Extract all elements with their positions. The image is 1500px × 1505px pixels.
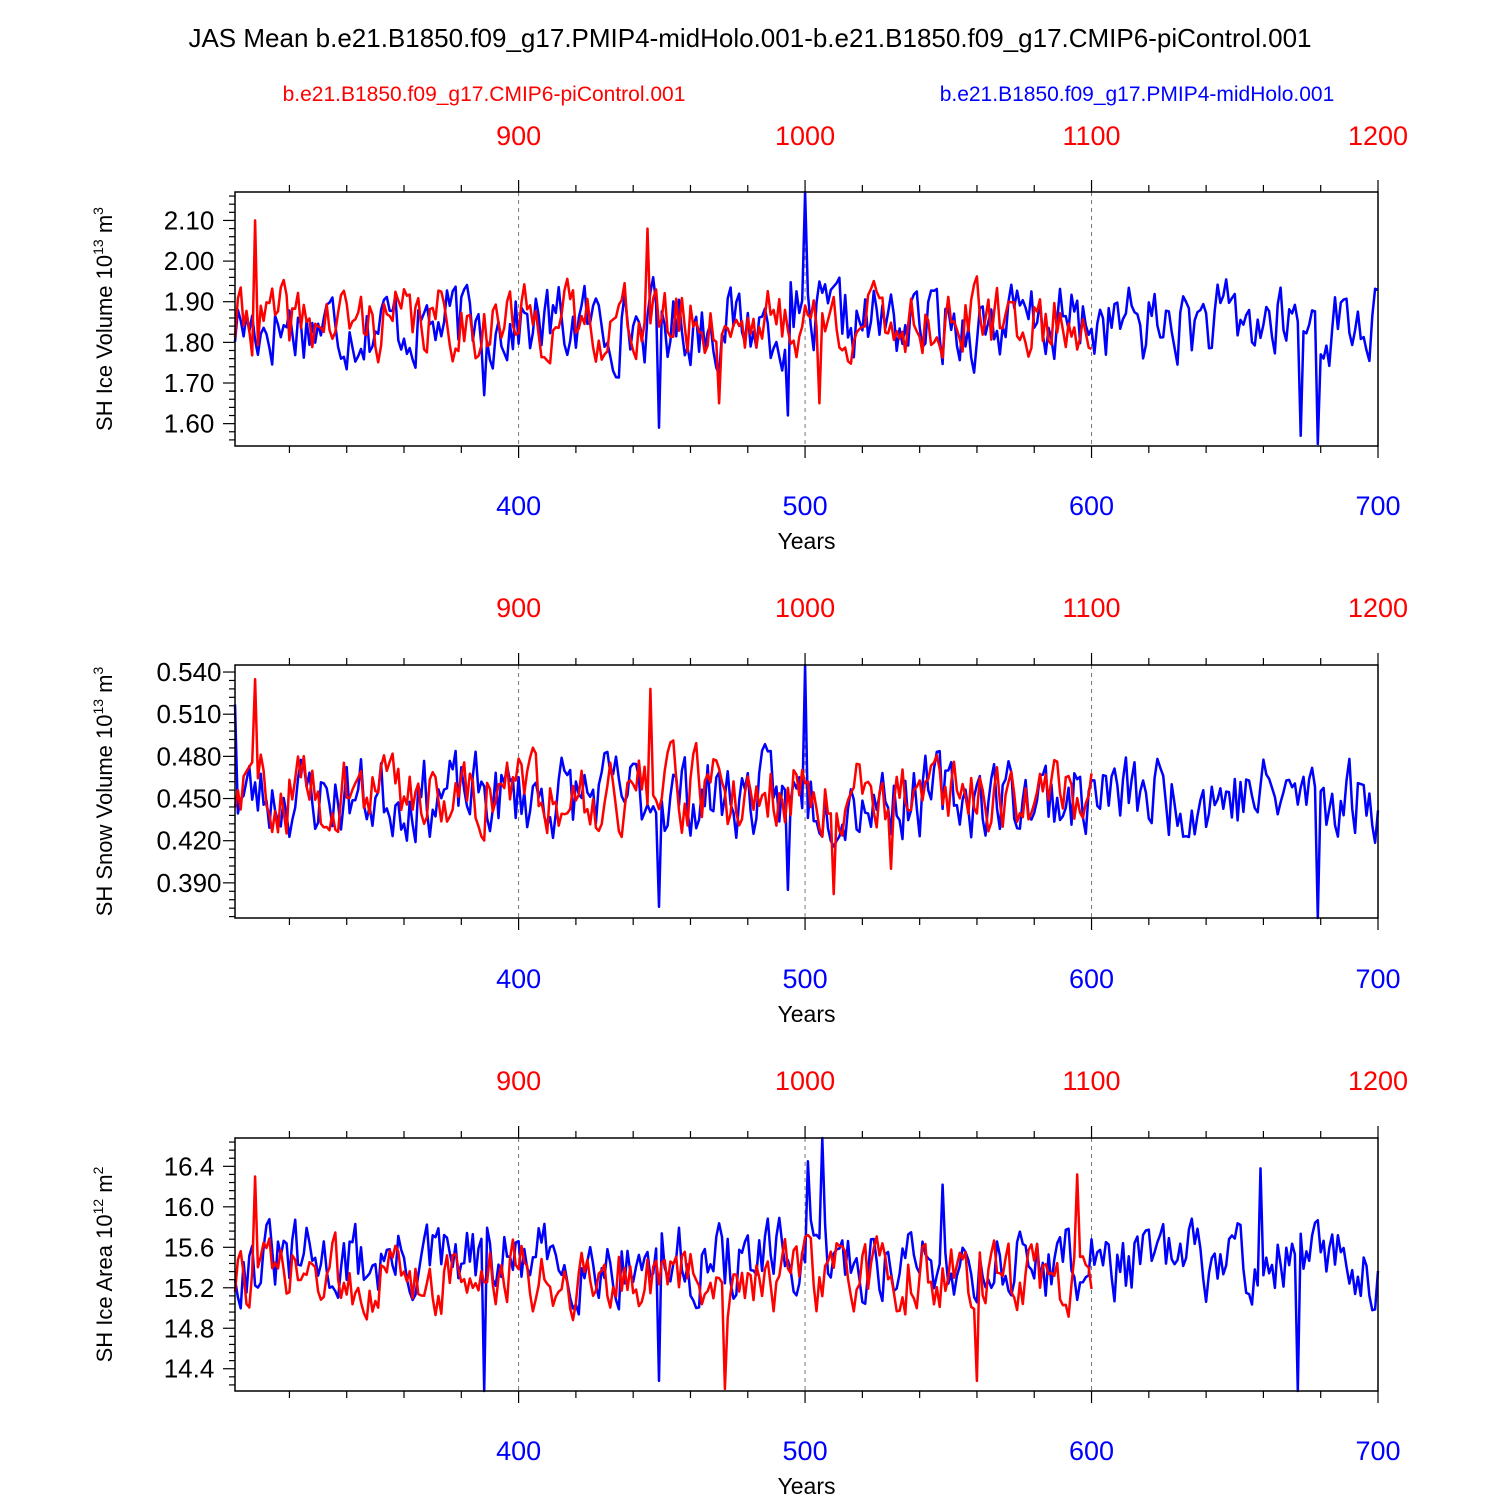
y-axis-label-part: SH Ice Area 10 [92,1214,117,1362]
y-tick-label: 0.540 [156,657,221,687]
y-axis-label-part: 3 [90,666,106,674]
x-tick-label-top: 1200 [1348,593,1408,623]
x-axis-label: Years [778,1473,836,1499]
series-line-control [233,677,1093,896]
y-tick-label: 1.60 [164,409,215,439]
x-tick-label-bottom: 600 [1069,491,1114,521]
x-tick-label-bottom: 500 [783,1436,828,1466]
x-tick-label-top: 900 [496,121,541,151]
x-tick-label-bottom: 500 [783,491,828,521]
panels: 400 500 600 700 900 1000 1100 1200 Years 1.60 1.70… [90,121,1408,1499]
x-tick-label-bottom: 600 [1069,964,1114,994]
y-axis-label-part: SH Ice Volume 10 [92,255,117,431]
x-tick-label-top: 1100 [1063,1066,1121,1096]
x-axis-label: Years [778,528,836,554]
y-tick-label: 1.70 [164,368,215,398]
series-line-control [233,1173,1093,1391]
y-tick-label: 14.8 [164,1313,215,1343]
series-line-control [233,219,1093,405]
y-tick-label: 0.390 [156,868,221,898]
y-axis-label-part: 2 [90,1166,106,1174]
x-tick-label-bottom: 700 [1355,1436,1400,1466]
y-axis-label-part: 12 [90,1199,106,1215]
series-line-midholo [233,190,1379,446]
x-tick-label-bottom: 400 [496,964,541,994]
series-line-midholo [233,663,1380,920]
x-tick-label-top: 1100 [1063,593,1121,623]
y-tick-label: 2.00 [164,246,215,276]
plot-frame [234,191,1379,447]
x-tick-label-bottom: 400 [496,491,541,521]
y-tick-label: 1.90 [164,287,215,317]
y-tick-label: 0.510 [156,699,221,729]
y-axis-label: SH Snow Volume 1013 m3 [90,666,117,916]
x-tick-label-top: 1200 [1348,1066,1408,1096]
y-tick-label: 15.6 [164,1232,215,1262]
y-axis-label: SH Ice Area 1012 m2 [90,1166,117,1362]
y-axis-label-part: m [92,1174,117,1198]
legend-midholo-label: b.e21.B1850.f09_g17.PMIP4-midHolo.001 [940,83,1335,106]
y-axis-label: SH Ice Volume 1013 m3 [90,207,117,431]
y-axis-label-part: 13 [90,239,106,255]
x-tick-label-top: 900 [496,1066,541,1096]
y-tick-label: 14.4 [164,1354,215,1384]
legend-control-label: b.e21.B1850.f09_g17.CMIP6-piControl.001 [283,83,686,106]
y-axis-label-part: 3 [90,207,106,215]
y-tick-label: 15.2 [164,1273,215,1303]
y-axis-label-part: m [92,674,117,698]
y-tick-label: 2.10 [164,205,215,235]
panel-1: 400 500 600 700 900 1000 1100 1200 Years 1.60 1.70… [90,121,1408,554]
y-tick-label: 0.480 [156,741,221,771]
y-tick-label: 16.0 [164,1192,215,1222]
y-axis-label-part: 13 [90,699,106,715]
x-tick-label-top: 1000 [775,593,835,623]
x-axis-label: Years [778,1001,836,1027]
plot-frame [234,1137,1379,1392]
figure-title: JAS Mean b.e21.B1850.f09_g17.PMIP4-midHo… [188,23,1311,53]
panel-2: 400 500 600 700 900 1000 1100 1200 Years 0.390 0.4… [90,593,1408,1027]
y-tick-label: 16.4 [164,1151,215,1181]
plot-frame [234,664,1379,919]
x-tick-label-bottom: 700 [1355,491,1400,521]
y-axis-label-part: m [92,215,117,239]
x-tick-label-top: 1100 [1063,121,1121,151]
x-tick-label-top: 1000 [775,121,835,151]
x-tick-label-top: 1200 [1348,121,1408,151]
x-tick-label-top: 900 [496,593,541,623]
x-tick-label-bottom: 500 [783,964,828,994]
y-axis-label-part: SH Snow Volume 10 [92,715,117,917]
y-tick-label: 1.80 [164,327,215,357]
series-line-midholo [233,1136,1380,1393]
y-tick-label: 0.450 [156,784,221,814]
y-tick-label: 0.420 [156,826,221,856]
x-tick-label-bottom: 700 [1355,964,1400,994]
panel-3: 400 500 600 700 900 1000 1100 1200 Years 14.4 14.8… [90,1066,1408,1499]
x-tick-label-bottom: 400 [496,1436,541,1466]
x-tick-label-top: 1000 [775,1066,835,1096]
x-tick-label-bottom: 600 [1069,1436,1114,1466]
